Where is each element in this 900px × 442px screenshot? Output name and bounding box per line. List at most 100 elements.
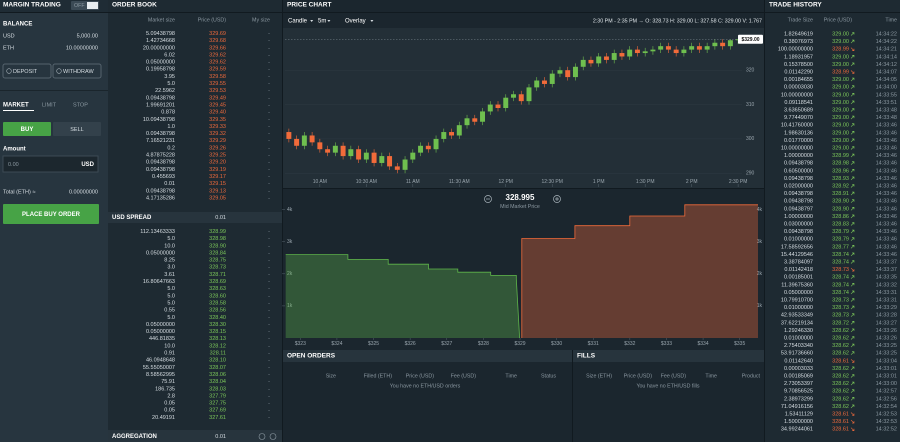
trade-time: 14:33:31 (876, 297, 897, 303)
my-size: - (268, 195, 270, 201)
x-tick-label: $334 (698, 341, 709, 347)
trade-price: 328.61 (832, 419, 849, 425)
dropdown-icon (370, 20, 374, 22)
order-size: 20.49191 (152, 415, 175, 421)
order-size: 0.01 (164, 181, 175, 187)
empty-message: You have no ETH/USD orders (390, 383, 461, 389)
my-size: - (268, 88, 270, 94)
direction-icon (850, 100, 855, 105)
withdraw-label[interactable]: WITHDRAW (63, 69, 94, 75)
my-size: - (268, 293, 270, 299)
trade-price: 328.74 (832, 259, 849, 265)
sell-label[interactable]: SELL (70, 127, 83, 133)
my-size: - (268, 336, 270, 342)
my-size: - (268, 131, 270, 137)
total-label: Total (ETH) ≈ (3, 189, 35, 195)
trade-time: 14:33:46 (876, 138, 897, 144)
direction-icon (850, 237, 855, 241)
order-price: 329.19 (209, 167, 226, 173)
my-size: - (268, 329, 270, 335)
trade-size: 1.53411129 (785, 411, 813, 417)
order-size: 75.91 (161, 379, 175, 385)
order-price: 328.12 (209, 343, 226, 349)
chart-control[interactable]: 5m (318, 19, 326, 25)
column-header: Time (505, 373, 517, 379)
trade-time: 14:33:26 (876, 328, 897, 334)
candle-body (565, 70, 571, 78)
order-type-tab[interactable]: MARKET (3, 103, 29, 109)
direction-icon (850, 252, 855, 257)
trade-history-panel (765, 0, 900, 442)
my-size: - (268, 322, 270, 328)
mid-label: Mid Market Price (500, 204, 540, 210)
x-tick-label: $332 (624, 341, 635, 347)
x-tick-label: 12:30 PM (542, 179, 563, 185)
trade-time: 14:34:22 (876, 39, 897, 45)
deposit-button[interactable] (2, 63, 52, 79)
amount-input[interactable] (2, 155, 99, 173)
zoom-in[interactable] (553, 195, 561, 203)
candle-body (356, 149, 362, 160)
trade-price: 328.86 (832, 214, 849, 220)
trade-size: 0.05000000 (784, 290, 813, 296)
direction-icon (850, 207, 855, 211)
trade-price: 329.00 (832, 123, 849, 129)
order-size: 0.09438798 (146, 95, 175, 101)
increase-button[interactable] (269, 433, 277, 440)
candle-body (309, 135, 315, 143)
zoom-out[interactable] (484, 195, 492, 203)
place-order-button[interactable] (3, 204, 99, 224)
withdraw-button[interactable] (52, 63, 102, 79)
my-size: - (268, 74, 270, 80)
trade-time: 14:33:46 (876, 176, 897, 182)
order-type-tab[interactable]: LIMIT (42, 102, 57, 108)
deposit-label[interactable]: DEPOSIT (13, 69, 38, 75)
my-size: - (268, 160, 270, 166)
trade-price: 328.74 (832, 290, 849, 296)
total-value: 0.00000000 (69, 189, 98, 195)
sell-button[interactable] (53, 122, 101, 136)
buy-button[interactable] (3, 122, 51, 136)
direction-icon (850, 412, 855, 416)
trade-price: 328.98 (832, 161, 849, 167)
x-tick-label: $327 (441, 341, 452, 347)
my-size: - (268, 343, 270, 349)
order-price: 328.56 (209, 308, 226, 314)
column-header: Fee (USD) (451, 373, 477, 379)
trade-time: 14:33:29 (876, 305, 897, 311)
x-tick-label: $335 (734, 341, 745, 347)
x-tick-label: 11:30 AM (449, 179, 470, 185)
decrease-button[interactable] (258, 433, 266, 440)
order-size: 3.95 (164, 74, 175, 80)
order-type-tab[interactable]: STOP (73, 102, 88, 108)
order-size: 0.09438798 (146, 188, 175, 194)
chart-control[interactable]: Candle (288, 19, 308, 25)
place-order-label[interactable]: PLACE BUY ORDER (22, 212, 81, 218)
chart-control[interactable]: Overlay (345, 19, 366, 25)
trade-price: 328.62 (832, 366, 849, 372)
column-header: Trade Size (788, 17, 813, 23)
trade-size: 2.38973299 (784, 396, 813, 402)
trade-size: 1.00000000 (784, 153, 813, 159)
my-size: - (268, 243, 270, 249)
order-size: 4.87875228 (146, 153, 175, 159)
x-tick-label: $331 (588, 341, 599, 347)
trade-time: 14:33:51 (876, 100, 897, 106)
trade-size: 1.29246330 (784, 328, 813, 334)
candle-body (580, 59, 586, 67)
buy-label[interactable]: BUY (21, 127, 34, 133)
trade-price: 328.62 (832, 335, 849, 341)
trade-price: 329.00 (832, 100, 849, 106)
trade-size: 17.58592656 (781, 244, 813, 250)
candle-body (673, 49, 679, 54)
column-header: Status (541, 373, 556, 379)
direction-icon (850, 427, 855, 431)
my-size: - (268, 286, 270, 292)
last-price-tag (738, 34, 763, 44)
trade-time: 14:32:52 (876, 427, 897, 433)
my-size: - (268, 38, 270, 44)
toggle-label[interactable]: OFF (74, 3, 85, 9)
trade-time: 14:33:46 (876, 244, 897, 250)
order-size: 0.55 (164, 308, 175, 314)
order-size: 5.0 (167, 315, 175, 321)
